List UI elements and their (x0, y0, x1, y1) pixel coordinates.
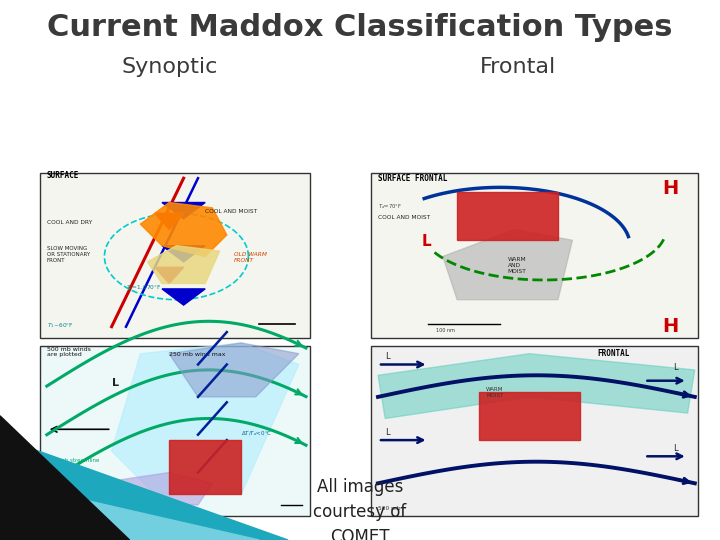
Polygon shape (162, 246, 205, 262)
Text: SURFACE: SURFACE (47, 171, 79, 180)
Text: Shear zone: Shear zone (47, 501, 78, 506)
Text: 500 mb streamline: 500 mb streamline (47, 458, 99, 463)
Text: $\Delta T/T_d$<0°C: $\Delta T/T_d$<0°C (241, 429, 272, 437)
Text: L: L (673, 444, 678, 453)
Text: WARM
AND
MOIST: WARM AND MOIST (508, 257, 526, 274)
Polygon shape (443, 230, 572, 300)
Text: L: L (385, 428, 390, 437)
Bar (457, 192, 558, 240)
Text: Current Maddox Classification Types: Current Maddox Classification Types (48, 14, 672, 43)
Polygon shape (162, 289, 205, 305)
Text: 500 mb winds
are plotted: 500 mb winds are plotted (47, 347, 91, 357)
Text: OLD WARM
FRONT: OLD WARM FRONT (234, 252, 267, 263)
Text: L: L (421, 234, 431, 249)
Text: Synoptic: Synoptic (121, 57, 217, 77)
Text: WARM
MOIST: WARM MOIST (486, 387, 503, 398)
Polygon shape (162, 202, 205, 219)
Polygon shape (148, 246, 220, 284)
Polygon shape (0, 437, 288, 540)
Text: SLOW MOVING
OR STATIONARY
FRONT: SLOW MOVING OR STATIONARY FRONT (47, 246, 90, 263)
Polygon shape (140, 202, 227, 256)
Text: 100 nm: 100 nm (436, 328, 454, 333)
Text: COOL AND MOIST: COOL AND MOIST (205, 210, 257, 214)
Text: L: L (673, 363, 678, 372)
Polygon shape (0, 481, 259, 540)
Text: All images
courtesy of
COMET: All images courtesy of COMET (313, 478, 407, 540)
Polygon shape (378, 354, 695, 418)
Text: FRONTAL: FRONTAL (598, 349, 630, 359)
Text: 250 mb wind max: 250 mb wind max (169, 353, 225, 357)
Bar (479, 392, 580, 440)
Text: $T_1$~60°F: $T_1$~60°F (47, 321, 73, 329)
Text: COOL AND MOIST: COOL AND MOIST (378, 215, 430, 220)
Text: L: L (112, 378, 119, 388)
Text: 500 mb: 500 mb (378, 507, 400, 511)
Text: H: H (662, 179, 679, 198)
Text: COOL AND DRY: COOL AND DRY (47, 220, 92, 225)
Text: Sounding lines
end in smoke: Sounding lines end in smoke (104, 495, 140, 506)
FancyBboxPatch shape (371, 346, 698, 516)
Text: SURFACE FRONTAL: SURFACE FRONTAL (378, 174, 447, 183)
Text: Frontal: Frontal (480, 57, 557, 77)
FancyBboxPatch shape (371, 173, 698, 338)
Polygon shape (112, 343, 299, 494)
Polygon shape (169, 343, 299, 397)
FancyBboxPatch shape (40, 173, 310, 338)
Bar (169, 440, 241, 494)
Text: $T_s$=1,070°F: $T_s$=1,070°F (126, 283, 161, 292)
FancyBboxPatch shape (40, 346, 310, 516)
Text: H: H (662, 317, 679, 336)
Polygon shape (0, 416, 130, 540)
Polygon shape (155, 213, 184, 230)
Polygon shape (155, 267, 184, 284)
Text: $T_d$=70°F: $T_d$=70°F (378, 202, 402, 211)
Text: L: L (385, 352, 390, 361)
Polygon shape (97, 472, 212, 505)
